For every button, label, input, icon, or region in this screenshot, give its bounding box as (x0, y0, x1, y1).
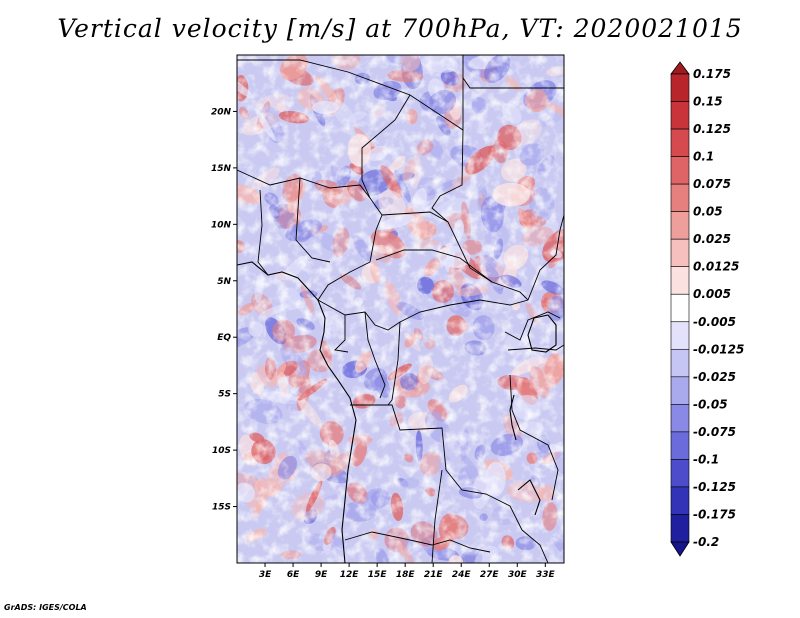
border-line (431, 469, 443, 563)
y-tick-label: 20N (211, 107, 232, 117)
map-frame (236, 54, 565, 564)
border-line (387, 321, 401, 406)
colorbar-swatch (670, 183, 690, 212)
border-line (350, 404, 523, 531)
lake-victoria (527, 314, 557, 353)
border-line (521, 529, 549, 563)
colorbar-swatch (670, 266, 690, 295)
colorbar-swatch (670, 514, 690, 543)
grads-credit: GrADS: IGES/COLA (4, 603, 87, 612)
lake-tanganyika (509, 394, 517, 441)
colorbar-swatch (670, 156, 690, 185)
atlantic-coastline (237, 261, 357, 563)
x-tick-label: 24E (452, 570, 472, 580)
colorbar-label: 0.0125 (693, 260, 739, 274)
colorbar-top-arrow (670, 61, 690, 75)
y-tick-label: 10N (211, 220, 232, 230)
border-line (375, 249, 493, 283)
colorbar-label: 0.05 (693, 205, 723, 219)
colorbar-swatch (670, 459, 690, 488)
colorbar-label: -0.025 (693, 370, 736, 384)
latitude-axis: 20N 15N 10N 5N EQ 5S 10S 15S (211, 107, 237, 513)
colorbar-swatch (670, 238, 690, 268)
chart-title: Vertical velocity [m/s] at 700hPa, VT: 2… (57, 14, 743, 43)
colorbar-label: -0.0125 (693, 342, 744, 356)
x-tick-label: 6E (287, 570, 300, 580)
colorbar-swatch (670, 486, 690, 515)
colorbar-label: 0.1 (693, 150, 714, 164)
y-tick-label: 15S (212, 503, 231, 513)
border-line (364, 311, 386, 399)
y-tick-label: 10S (212, 446, 231, 456)
colorbar-swatch (670, 404, 690, 433)
colorbar-label: 0.125 (693, 122, 731, 136)
border-line (507, 344, 564, 351)
y-tick-label: EQ (217, 333, 231, 343)
y-tick-label: 5N (217, 277, 231, 287)
border-line (334, 315, 349, 353)
colorbar-swatch (670, 211, 690, 240)
x-tick-label: 9E (315, 570, 328, 580)
x-tick-label: 27E (480, 570, 500, 580)
colorbar-swatch (670, 101, 690, 130)
border-line (257, 189, 269, 276)
colorbar-swatch (670, 321, 690, 350)
colorbar-label: 0.025 (693, 232, 731, 246)
colorbar-label: -0.175 (693, 507, 736, 521)
colorbar-bottom-arrow (670, 541, 690, 557)
x-tick-label: 18E (396, 570, 416, 580)
colorbar-swatch (670, 348, 690, 378)
colorbar-label: -0.005 (693, 315, 736, 329)
colorbar-swatch (670, 376, 690, 405)
y-tick-label: 5S (218, 390, 231, 400)
y-tick-label: 15N (211, 164, 232, 174)
colorbar-swatch (670, 128, 690, 157)
border-line (237, 169, 371, 199)
colorbar-label: 0.15 (693, 95, 723, 109)
field-texture (237, 55, 564, 563)
x-tick-label: 3E (259, 570, 272, 580)
border-line (504, 311, 561, 341)
colorbar-label: 0.075 (693, 177, 731, 191)
colorbar-label: 0.005 (693, 287, 731, 301)
colorbar: 0.175 0.15 0.125 0.1 0.075 0.05 0.025 0.0125 0.0… (670, 61, 744, 557)
colorbar-swatch (670, 293, 690, 323)
colorbar-label: -0.125 (693, 480, 736, 494)
colorbar-swatch (670, 73, 690, 102)
colorbar-label: -0.1 (693, 452, 719, 466)
country-borders (237, 55, 564, 563)
colorbar-swatch (670, 431, 690, 460)
border-line (295, 177, 331, 263)
x-tick-label: 12E (340, 570, 360, 580)
colorbar-label: -0.2 (693, 535, 719, 549)
border-line (527, 214, 564, 301)
border-line (344, 531, 491, 553)
longitude-axis: 3E 6E 9E 12E 15E 18E 21E 24E 27E 30E 33E (259, 563, 556, 580)
border-line (462, 77, 564, 89)
colorbar-label: -0.075 (693, 425, 736, 439)
lake-outline (517, 479, 541, 516)
border-line (361, 94, 411, 199)
colorbar-label: 0.175 (693, 67, 731, 81)
coastline (237, 261, 557, 563)
velocity-field (237, 55, 564, 563)
colorbar-label: -0.05 (693, 397, 728, 411)
x-tick-label: 33E (536, 570, 556, 580)
x-tick-label: 30E (508, 570, 528, 580)
border-line (237, 55, 464, 131)
x-tick-label: 21E (424, 570, 444, 580)
x-tick-label: 15E (368, 570, 388, 580)
border-line (381, 211, 449, 223)
